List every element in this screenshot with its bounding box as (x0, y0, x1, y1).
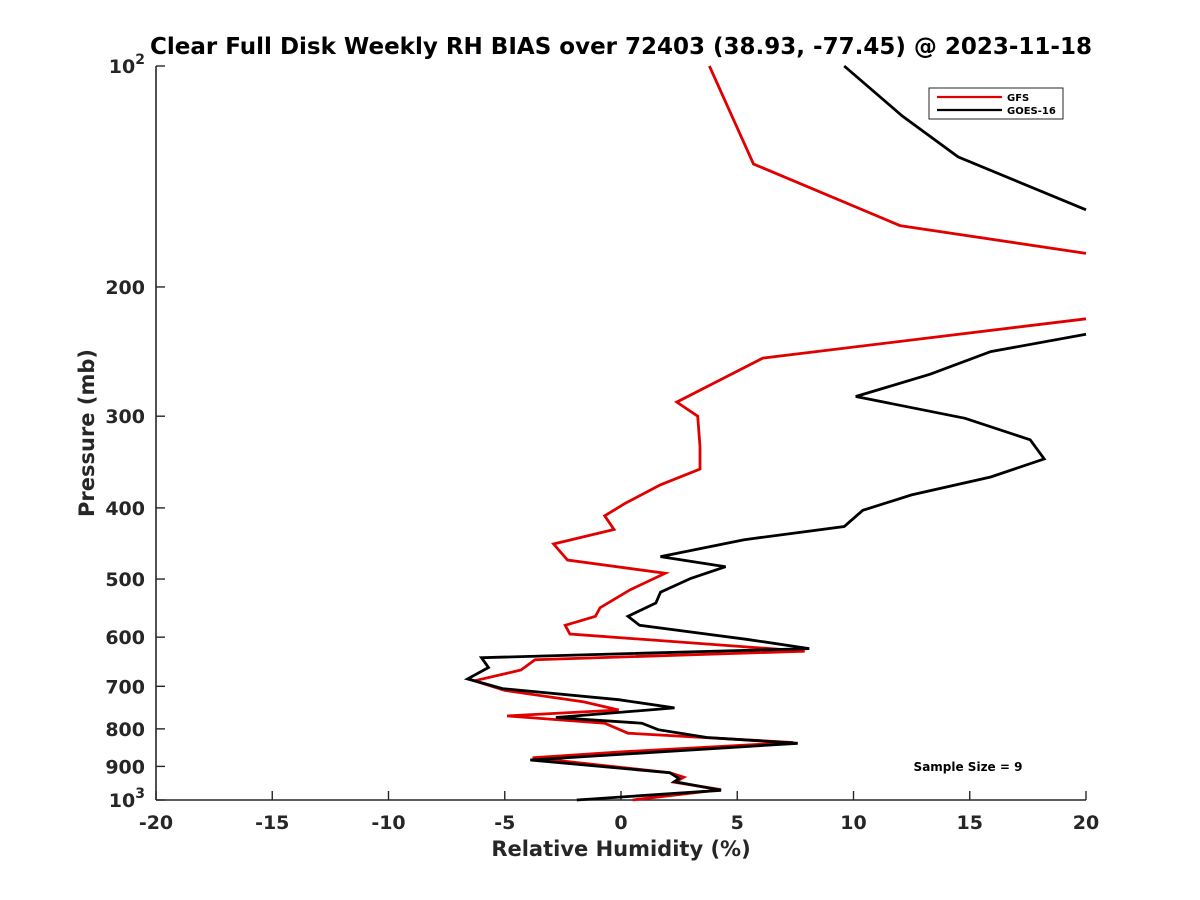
x-tick-label: 15 (957, 812, 983, 834)
series-line-goes16 (463, 64, 1087, 802)
legend-label-goes16: GOES-16 (1007, 106, 1056, 117)
x-tick-label: 10 (840, 812, 866, 834)
y-tick-label: 900 (105, 756, 145, 778)
x-axis-label: Relative Humidity (%) (491, 837, 750, 861)
x-tick-label: 5 (731, 812, 744, 834)
y-axis-label: Pressure (mb) (75, 349, 99, 517)
x-tick-label: 0 (614, 812, 627, 834)
series-line-gfs (469, 65, 1087, 802)
y-tick-label: 200 (105, 277, 145, 299)
plot-lines (463, 64, 1087, 802)
y-tick-label: 103 (109, 786, 145, 812)
sample-size-annotation: Sample Size = 9 (914, 760, 1023, 774)
x-tick-label: -5 (494, 812, 515, 834)
y-tick-label: 800 (105, 719, 145, 741)
y-tick-label: 500 (105, 569, 145, 591)
y-ticks: 102 200 300 400 500 600 700 800 900 103 (105, 52, 165, 812)
legend-box (928, 87, 1064, 120)
y-tick-label: 300 (105, 406, 145, 428)
y-tick-label: 102 (109, 52, 145, 78)
x-ticks: -20 -15 -10 -5 0 5 10 15 20 (139, 791, 1099, 834)
legend: GFS GOES-16 (928, 87, 1064, 120)
y-tick-label: 700 (105, 676, 145, 698)
x-tick-label: -15 (255, 812, 289, 834)
x-tick-label: -20 (139, 812, 173, 834)
chart-title: Clear Full Disk Weekly RH BIAS over 7240… (150, 34, 1092, 60)
legend-label-gfs: GFS (1007, 93, 1029, 104)
y-tick-label: 600 (105, 627, 145, 649)
x-tick-label: -10 (371, 812, 405, 834)
x-tick-label: 20 (1073, 812, 1099, 834)
y-tick-label: 400 (105, 498, 145, 520)
